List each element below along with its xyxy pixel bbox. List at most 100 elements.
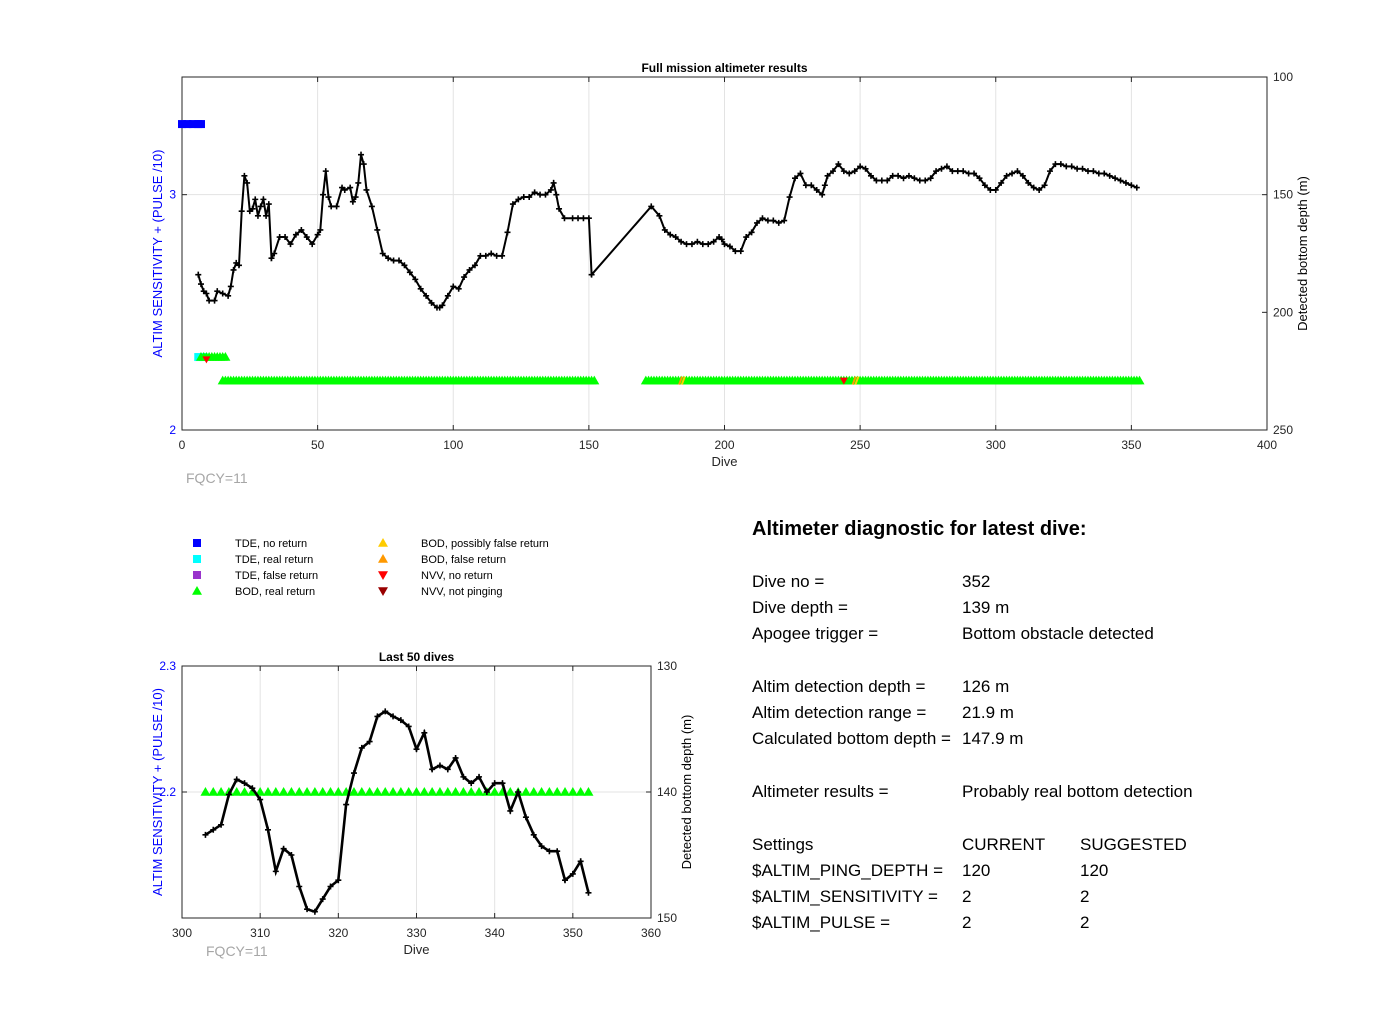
y2-tick-label: 150: [657, 911, 677, 925]
bod-real-return-marker: [589, 375, 600, 385]
bottom-depth-point: [1009, 170, 1016, 177]
bod-real-return-marker: [567, 787, 578, 796]
bottom-depth-point: [444, 292, 451, 299]
bottom-depth-point: [218, 821, 225, 828]
bod-real-return-marker: [220, 352, 231, 361]
diag-value: Probably real bottom detection: [962, 782, 1193, 802]
bottom-depth-point: [569, 870, 576, 877]
bottom-depth-point: [352, 194, 359, 201]
bod-real-return-marker: [474, 787, 485, 796]
bottom-depth-point: [553, 191, 560, 198]
diag-value: 147.9 m: [962, 729, 1024, 749]
bottom-depth-point: [530, 831, 537, 838]
diag-row-dive-depth: Dive depth = 139 m: [752, 595, 1372, 621]
bottom-depth-point: [737, 248, 744, 255]
bottom-depth-point: [1025, 179, 1032, 186]
diag-row-apogee: Apogee trigger = Bottom obstacle detecte…: [752, 621, 1372, 647]
triangle-up-icon: [378, 554, 388, 563]
diag-key: $ALTIM_PULSE =: [752, 913, 891, 933]
bottom-depth-point: [311, 908, 318, 915]
bod-real-return-marker: [294, 787, 305, 796]
bottom-depth-point: [355, 179, 362, 186]
bod-real-return-marker: [239, 787, 250, 796]
diag-current-header: CURRENT: [962, 834, 1046, 854]
bottom-depth-point: [358, 151, 365, 158]
bottom-depth-point: [319, 896, 326, 903]
bottom-depth-point: [569, 215, 576, 222]
bod-real-return-marker: [442, 787, 453, 796]
bottom-depth-point: [1052, 161, 1059, 168]
bottom-depth-point: [309, 241, 316, 248]
bottom-depth-point: [1063, 163, 1070, 170]
x-tick-label: 350: [1121, 438, 1141, 452]
y2-tick-label: 150: [1273, 188, 1293, 202]
bottom-depth-point: [965, 170, 972, 177]
diag-suggested: 2: [1080, 887, 1090, 907]
bottom-depth-point: [1003, 172, 1010, 179]
bottom-depth-point: [276, 234, 283, 241]
bottom-depth-point: [1057, 161, 1064, 168]
bod-real-return-marker: [380, 787, 391, 796]
bottom-depth-point: [333, 203, 340, 210]
nvv-no-return-marker: [839, 377, 848, 385]
bottom-depth-point: [580, 215, 587, 222]
bottom-depth-point: [943, 163, 950, 170]
bod-real-return-marker: [348, 787, 359, 796]
bottom-depth-point: [461, 274, 468, 281]
x-tick-label: 340: [485, 926, 505, 940]
bottom-depth-point: [821, 182, 828, 189]
bottom-depth-point: [998, 179, 1005, 186]
nvv-no-return-marker: [202, 356, 211, 364]
bottom-depth-point: [203, 290, 210, 297]
bottom-depth-point: [873, 177, 880, 184]
bottom-depth-point: [694, 238, 701, 245]
bottom-depth-point: [561, 215, 568, 222]
bottom-depth-point: [538, 843, 545, 850]
bottom-depth-point: [466, 266, 473, 273]
bod-real-return-marker: [411, 787, 422, 796]
bottom-depth-point: [911, 175, 918, 182]
bottom-depth-point: [303, 234, 310, 241]
bottom-depth-point: [933, 168, 940, 175]
y2-tick-label: 140: [657, 785, 677, 799]
tde-no-return-marker: [188, 120, 197, 129]
bottom-depth-point: [413, 746, 420, 753]
x-axis-label: Dive: [711, 454, 737, 469]
x-tick-label: 0: [179, 438, 186, 452]
bottom-depth-point: [264, 826, 271, 833]
bottom-depth-point: [349, 198, 356, 205]
bottom-depth-point: [252, 196, 259, 203]
bottom-depth-point: [396, 257, 402, 264]
bottom-depth-point: [241, 780, 248, 787]
bottom-depth-point: [225, 791, 232, 798]
bottom-depth-point: [374, 713, 381, 720]
bottom-depth-point: [954, 168, 961, 175]
bottom-depth-point: [1068, 163, 1075, 170]
bod-real-return-marker: [388, 787, 399, 796]
bottom-depth-point: [288, 852, 295, 858]
diag-row-detect-depth: Altim detection depth = 126 m: [752, 674, 1372, 700]
bottom-depth-point: [322, 168, 329, 175]
bottom-depth-point: [227, 283, 234, 290]
triangle-up-icon: [192, 586, 202, 595]
bottom-depth-point: [895, 172, 902, 179]
bottom-depth-point: [249, 785, 256, 792]
diag-key: Altimeter results =: [752, 782, 889, 802]
bottom-depth-point: [556, 205, 563, 212]
bod-real-return-marker: [528, 787, 539, 796]
bottom-depth-point: [298, 226, 305, 233]
diag-value: Bottom obstacle detected: [962, 624, 1154, 644]
bottom-depth-point: [254, 212, 261, 219]
bottom-depth-point: [562, 877, 569, 884]
bottom-depth-point: [867, 172, 874, 179]
bottom-depth-point: [759, 215, 766, 222]
triangle-up-icon: [378, 538, 388, 547]
diag-row-dive-no: Dive no = 352: [752, 569, 1372, 595]
bottom-depth-point: [390, 257, 397, 264]
bod-real-return-marker: [583, 787, 594, 796]
bottom-depth-point: [531, 189, 538, 196]
triangle-down-icon: [378, 571, 388, 580]
bottom-depth-point: [379, 250, 386, 257]
diag-value: 352: [962, 572, 991, 591]
bottom-depth-point: [296, 883, 303, 890]
